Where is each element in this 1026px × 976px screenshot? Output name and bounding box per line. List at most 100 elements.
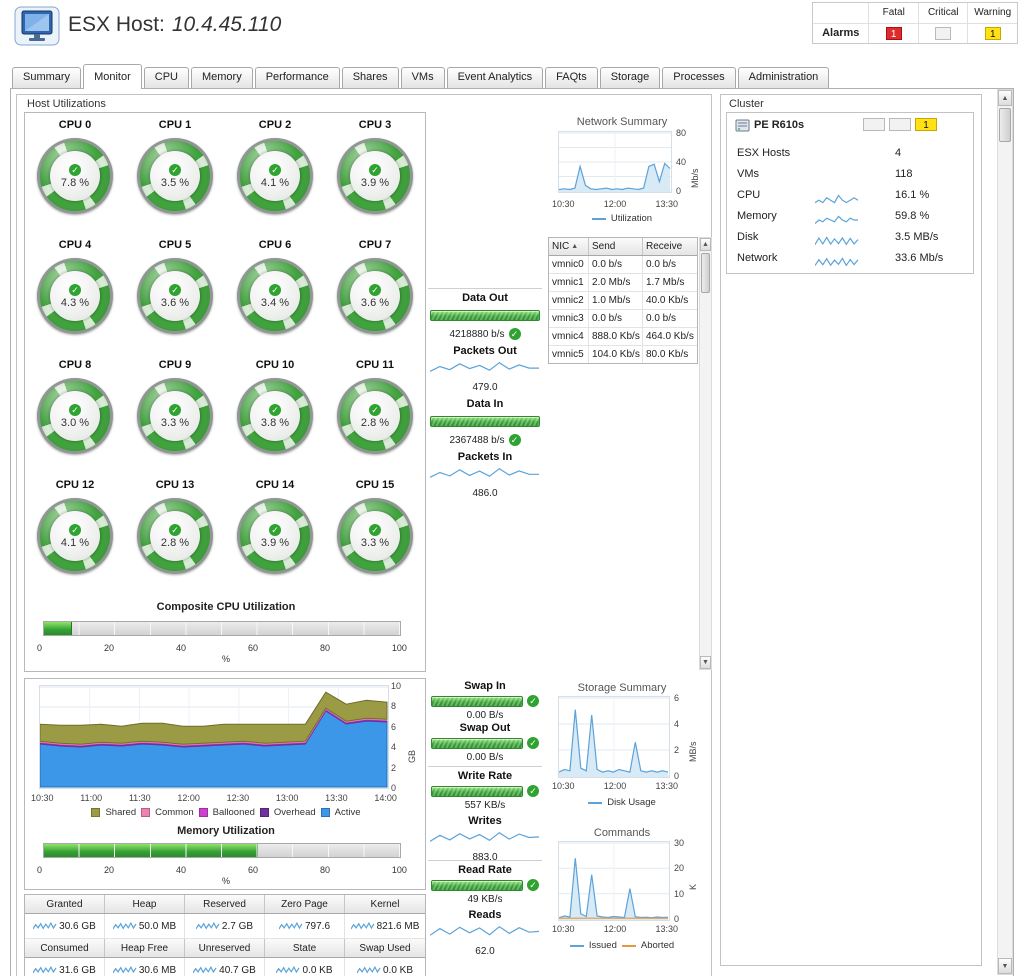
tab-performance[interactable]: Performance (254, 67, 340, 88)
tab-summary[interactable]: Summary (12, 67, 82, 88)
fatal-alarm-count[interactable]: 1 (885, 26, 902, 40)
critical-alarm-count[interactable] (935, 26, 952, 40)
cluster-title: Cluster (729, 98, 764, 110)
gauge-dial: ✓ 3.9 % (237, 498, 313, 574)
tab-bar: Summary Monitor CPU Memory Performance S… (12, 63, 830, 89)
composite-cpu-axis-unit: % (221, 654, 230, 664)
zero-page-sparkline (278, 921, 303, 931)
memory-utilization-bar (43, 843, 401, 858)
tab-shares[interactable]: Shares (341, 67, 399, 88)
tick-label: 12:00 (603, 924, 627, 934)
tab-processes[interactable]: Processes (662, 67, 736, 88)
commands-chart-yaxis-unit: K (688, 883, 698, 890)
tick-label: 13:00 (275, 793, 299, 803)
ok-status-icon: ✓ (169, 163, 181, 176)
ok-status-icon: ✓ (527, 737, 539, 749)
scroll-up-icon[interactable]: ▲ (998, 90, 1012, 106)
warning-alarm-count[interactable]: 1 (984, 26, 1001, 40)
main-scrollbar[interactable]: ▲ ▼ (997, 89, 1013, 975)
ok-status-icon: ✓ (527, 695, 539, 707)
overhead-legend-swatch (259, 808, 269, 817)
storage-summary-title: Storage Summary (577, 682, 667, 694)
alarm-summary-header-row: Fatal Critical Warning (813, 3, 1017, 23)
tick-label: 80 (319, 643, 330, 653)
nic-table: NIC ▲ Send Receive vmnic0 0.0 b/s 0.0 b/s… (548, 237, 698, 364)
cpu-gauge-7: CPU 7 ✓ 3.6 % (325, 237, 425, 355)
vms-value: 118 (895, 168, 913, 180)
reserved-sparkline (195, 921, 220, 931)
ok-status-icon: ✓ (527, 785, 539, 797)
gauge-dial: ✓ 2.8 % (337, 378, 413, 454)
network-chart-xaxis: 10:30 12:00 13:30 (552, 199, 678, 209)
cluster-warning-count[interactable]: 1 (915, 118, 937, 131)
tab-cpu[interactable]: CPU (143, 67, 189, 88)
tab-vms[interactable]: VMs (400, 67, 445, 88)
consumed-sparkline (32, 965, 57, 975)
cluster-fatal-count[interactable] (863, 118, 885, 131)
cpu-gauge-8: CPU 8 ✓ 3.0 % (25, 357, 125, 475)
memory-utilization-title: Memory Utilization (177, 825, 275, 837)
cpu-gauge-3: CPU 3 ✓ 3.9 % (325, 117, 425, 235)
tab-monitor[interactable]: Monitor (83, 64, 142, 89)
cluster-critical-count[interactable] (889, 118, 911, 131)
tick-label: 20 (103, 643, 114, 653)
host-ip: 10.4.45.110 (171, 13, 282, 36)
sort-asc-icon: ▲ (571, 243, 579, 250)
receive-column-header[interactable]: Receive (646, 241, 683, 252)
host-utilizations-title: Host Utilizations (27, 98, 106, 110)
cpu-gauge-4: CPU 4 ✓ 4.3 % (25, 237, 125, 355)
ballooned-legend-swatch (198, 808, 208, 817)
memory-stats-table: Granted Heap Reserved Zero Page Kernel 3… (24, 894, 426, 976)
tick-label: 10:30 (552, 924, 575, 934)
ok-status-icon: ✓ (169, 523, 181, 536)
tab-memory[interactable]: Memory (190, 67, 253, 88)
commands-chart (558, 841, 670, 921)
tab-faqts[interactable]: FAQts (545, 67, 598, 88)
nic-row-vmnic1: vmnic1 2.0 Mb/s 1.7 Mb/s (549, 274, 697, 292)
nic-row-vmnic3: vmnic3 0.0 b/s 0.0 b/s (549, 310, 697, 328)
tick-label: 20 (674, 863, 685, 874)
scroll-up-icon[interactable]: ▲ (700, 238, 711, 251)
swap-out-bar (431, 737, 523, 749)
packets-out-sparkline (429, 360, 540, 374)
memory-utilization-axis: 0 20 40 60 80 100 (37, 865, 407, 875)
tick-label: 60 (247, 865, 258, 875)
tab-administration[interactable]: Administration (737, 67, 830, 88)
cpu-gauge-0: CPU 0 ✓ 7.8 % (25, 117, 125, 235)
tick-label: 8 (391, 701, 397, 712)
tick-label: 0 (674, 913, 680, 924)
tick-label: 10 (674, 888, 685, 899)
cluster-cpu-sparkline (814, 192, 859, 204)
nic-column-header[interactable]: NIC ▲ (549, 238, 589, 255)
tick-label: 4 (674, 719, 680, 729)
tab-event-analytics[interactable]: Event Analytics (446, 67, 544, 88)
ok-status-icon: ✓ (369, 403, 381, 416)
memory-utilization-axis-unit: % (221, 876, 230, 886)
storage-chart-yaxis-unit: MB/s (688, 741, 698, 762)
inner-scrollbar[interactable]: ▲ ▼ (699, 237, 712, 670)
inner-scrollbar-thumb[interactable] (701, 253, 710, 293)
tick-label: 14:00 (374, 793, 397, 803)
cluster-name[interactable]: PE R610s (754, 119, 805, 131)
main-scrollbar-thumb[interactable] (999, 108, 1011, 142)
cpu-gauge-13: CPU 13 ✓ 2.8 % (125, 477, 225, 595)
send-column-header[interactable]: Send (589, 238, 643, 255)
ok-status-icon: ✓ (369, 283, 381, 296)
scroll-down-icon[interactable]: ▼ (998, 958, 1012, 974)
tick-label: 0 (37, 643, 43, 653)
nic-row-vmnic4: vmnic4 888.0 Kb/s 464.0 Kb/s (549, 328, 697, 346)
cluster-disk-value: 3.5 MB/s (895, 231, 939, 243)
granted-sparkline (32, 921, 57, 931)
tick-label: 0 (391, 782, 397, 793)
scroll-down-icon[interactable]: ▼ (700, 656, 711, 669)
utilization-legend-swatch (591, 217, 606, 220)
page-title: ESX Host: 10.4.45.110 (68, 13, 281, 37)
composite-cpu-bar (43, 621, 401, 636)
memory-chart-yaxis-unit: GB (407, 749, 417, 763)
tab-storage[interactable]: Storage (599, 67, 661, 88)
ok-status-icon: ✓ (508, 434, 521, 446)
cpu-gauge-14: CPU 14 ✓ 3.9 % (225, 477, 325, 595)
swap-in-bar (431, 695, 523, 707)
tick-label: 20 (103, 865, 114, 875)
gauge-dial: ✓ 3.5 % (137, 138, 213, 214)
